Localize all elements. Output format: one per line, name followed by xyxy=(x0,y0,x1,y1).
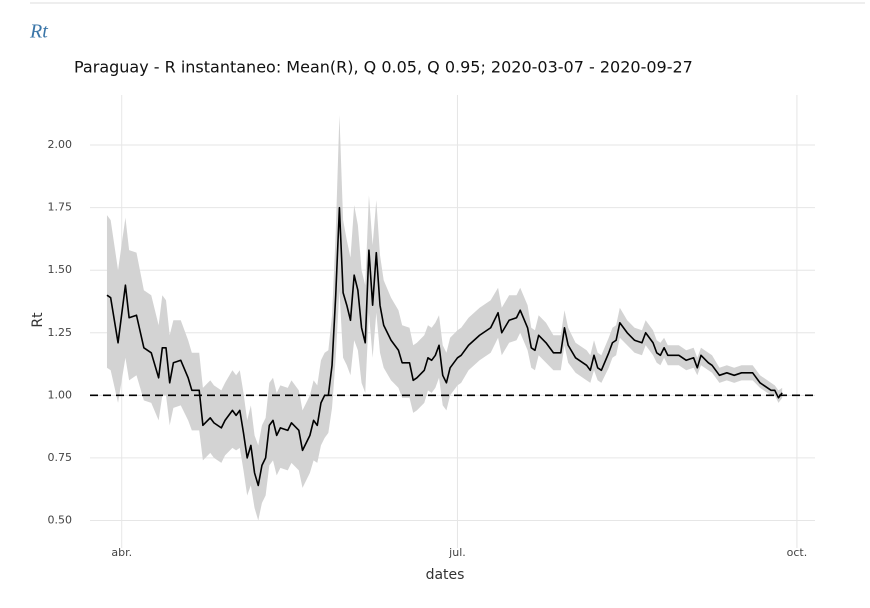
y-axis-title: Rt xyxy=(30,312,46,328)
y-tick-label: 2.00 xyxy=(48,138,73,151)
x-tick-label: oct. xyxy=(787,546,808,559)
y-tick-label: 0.50 xyxy=(48,513,73,526)
x-axis-title: dates xyxy=(426,567,465,583)
y-tick-label: 1.00 xyxy=(48,388,73,401)
y-tick-label: 1.75 xyxy=(48,201,73,214)
chart-title: Paraguay - R instantaneo: Mean(R), Q 0.0… xyxy=(74,58,693,77)
x-tick-label: abr. xyxy=(111,546,132,559)
section-header: Rt xyxy=(29,21,48,43)
y-tick-label: 0.75 xyxy=(48,451,73,464)
confidence-band xyxy=(106,115,783,521)
x-tick-label: jul. xyxy=(448,546,466,559)
mean-line xyxy=(106,206,783,487)
y-tick-label: 1.25 xyxy=(48,326,73,339)
y-tick-label: 1.50 xyxy=(48,263,73,276)
